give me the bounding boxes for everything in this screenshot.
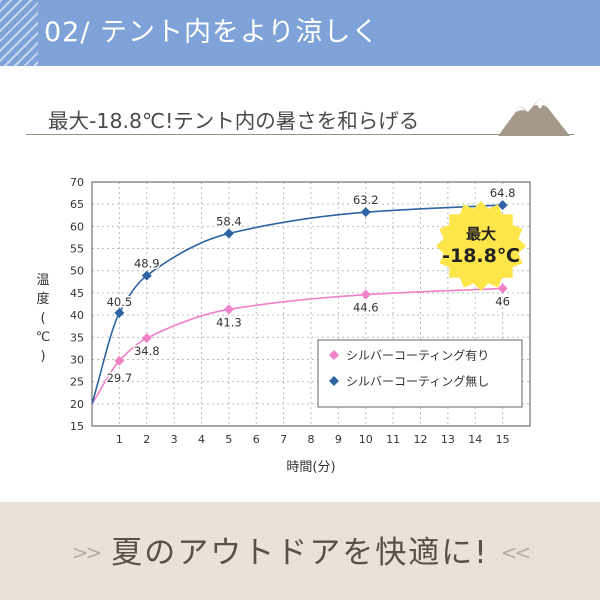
- data-label-with-coating: 44.6: [353, 301, 379, 315]
- x-axis-ticks: 1 2 3 4 5 6 7 8 9 10 11 12 13 14 15: [116, 433, 510, 446]
- footer-right-chevrons: <<: [500, 540, 531, 565]
- y-tick-label: 55: [70, 243, 84, 256]
- data-point-without-coating: [114, 307, 125, 318]
- data-point-with-coating: [141, 333, 152, 344]
- y-tick-label: 50: [70, 265, 84, 278]
- y-axis-label-char: 度: [36, 291, 49, 307]
- legend-marker-without-coating: [329, 376, 339, 386]
- mountain-icon: [498, 98, 570, 136]
- x-tick-label: 7: [280, 433, 287, 446]
- y-tick-label: 35: [70, 331, 84, 344]
- data-labels: 29.734.8 41.3 44.6 46 40.5 48.9 58.4 63.2 64.8: [105, 185, 517, 387]
- x-axis-label: 時間(分): [286, 460, 335, 475]
- data-label-without-coating: 64.8: [490, 186, 516, 200]
- data-label-without-coating: 58.4: [216, 214, 242, 228]
- footer-banner: [0, 502, 600, 600]
- x-tick-label: 6: [253, 433, 260, 446]
- y-axis-label-char: ℃: [36, 330, 51, 345]
- data-point-with-coating: [114, 355, 125, 366]
- y-tick-label: 20: [70, 398, 84, 411]
- page-subtitle: 最大-18.8℃!テント内の暑さを和らげる: [48, 109, 420, 133]
- header-stripes: [0, 0, 38, 66]
- x-tick-label: 1: [116, 433, 123, 446]
- x-tick-label: 15: [496, 433, 510, 446]
- data-label-with-coating: 41.3: [216, 315, 242, 329]
- data-point-without-coating: [223, 228, 234, 239]
- y-axis-label-char: 温: [36, 273, 49, 288]
- max-badge: 最大 -18.8℃: [436, 201, 526, 291]
- y-tick-label: 65: [70, 198, 84, 211]
- y-axis-label: 温度 ( ℃): [36, 273, 51, 364]
- badge-line2: -18.8℃: [442, 245, 520, 267]
- data-label-without-coating: 48.9: [134, 257, 160, 271]
- data-point-with-coating: [497, 283, 508, 294]
- series-line-without-coating: [91, 204, 503, 405]
- data-point-without-coating: [497, 200, 508, 211]
- x-tick-label: 10: [359, 433, 373, 446]
- header-title: 02/ テント内をより涼しく: [44, 17, 380, 48]
- y-axis-label-char: (: [40, 311, 45, 326]
- y-tick-label: 40: [70, 309, 84, 322]
- y-tick-label: 70: [70, 176, 84, 189]
- footer-text: 夏のアウトドアを快適に!: [111, 534, 489, 571]
- data-point-with-coating: [360, 289, 371, 300]
- x-tick-label: 9: [335, 433, 342, 446]
- legend-marker-with-coating: [329, 350, 339, 360]
- y-tick-label: 25: [70, 376, 84, 389]
- data-point-with-coating: [223, 304, 234, 315]
- y-tick-label: 60: [70, 220, 84, 233]
- y-tick-label: 30: [70, 353, 84, 366]
- x-tick-label: 3: [171, 433, 178, 446]
- x-tick-label: 5: [225, 433, 232, 446]
- x-tick-label: 12: [414, 433, 428, 446]
- x-tick-label: 4: [198, 433, 205, 446]
- x-tick-label: 11: [386, 433, 400, 446]
- subtitle-divider: [26, 134, 574, 135]
- data-point-without-coating: [360, 207, 371, 218]
- data-label-with-coating: 29.7: [107, 371, 133, 385]
- badge-starburst: [436, 201, 526, 291]
- footer-left-chevrons: >>: [71, 540, 102, 565]
- x-tick-label: 14: [468, 433, 482, 446]
- y-tick-label: 45: [70, 287, 84, 300]
- legend: シルバーコーティング有り シルバーコーティング無し: [317, 339, 523, 408]
- data-label-without-coating: 40.5: [107, 295, 133, 309]
- chart-series: [91, 200, 508, 405]
- data-label-with-coating: 34.8: [134, 344, 160, 358]
- header-banner: [0, 0, 600, 66]
- x-tick-label: 13: [441, 433, 455, 446]
- x-tick-label: 2: [143, 433, 150, 446]
- data-point-without-coating: [141, 270, 152, 281]
- y-axis-label-char: ): [40, 349, 45, 364]
- badge-line1: 最大: [466, 225, 496, 243]
- y-tick-label: 15: [70, 420, 84, 433]
- legend-box: [317, 339, 523, 408]
- legend-label-without-coating: シルバーコーティング無し: [346, 374, 489, 389]
- data-label-with-coating: 46: [495, 294, 510, 308]
- x-tick-label: 8: [308, 433, 315, 446]
- plot-frame: [91, 181, 531, 427]
- legend-label-with-coating: シルバーコーティング有り: [346, 349, 489, 363]
- data-label-without-coating: 63.2: [353, 193, 379, 207]
- y-axis-ticks: 15 20 25 30 35 40 45 50 55 60 65 70: [70, 176, 84, 433]
- footer-slogan: >> 夏のアウトドアを快適に! <<: [0, 502, 600, 600]
